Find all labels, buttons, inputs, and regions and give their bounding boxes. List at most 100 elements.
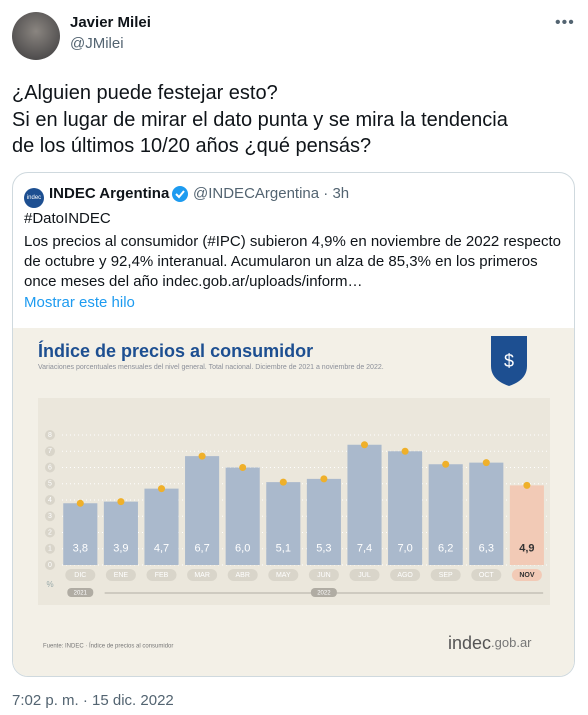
- chart-subtitle: Variaciones porcentuales mensuales del n…: [38, 364, 384, 371]
- source: Fuente: INDEC · Índice de precios al con…: [43, 643, 173, 650]
- y-tick-bg: [45, 511, 55, 522]
- y-tick-label: 3: [48, 513, 52, 520]
- y-tick-label: 5: [48, 481, 52, 488]
- x-tick-label: JUN: [317, 572, 331, 579]
- bar: [103, 501, 138, 565]
- y-tick-label: 6: [48, 464, 52, 471]
- bar: [509, 485, 544, 565]
- y-tick-bg: [45, 543, 55, 554]
- shield-symbol: $: [504, 351, 514, 371]
- x-tick-label: JUL: [358, 572, 371, 579]
- author-name[interactable]: Javier Milei: [70, 14, 151, 31]
- year-label: 2021: [74, 591, 88, 597]
- bar-marker: [279, 478, 287, 486]
- chart-image: $ Índice de precios al consumidor Variac…: [13, 328, 574, 676]
- y-tick-label: 0: [48, 562, 52, 569]
- x-tick-label: ABR: [235, 572, 249, 579]
- bar-marker: [523, 481, 531, 489]
- brand-name: indec: [448, 633, 491, 653]
- quote-name[interactable]: INDEC Argentina: [49, 185, 170, 202]
- author-handle[interactable]: @JMilei: [70, 35, 124, 52]
- y-tick-label: 7: [48, 448, 52, 455]
- x-tick-label: DIC: [74, 572, 86, 579]
- x-tick-label: MAR: [194, 572, 210, 579]
- y-tick-bg: [45, 446, 55, 457]
- value-label: 5,1: [276, 543, 291, 555]
- quote-card[interactable]: indec INDEC Argentina @INDECArgentina · …: [12, 172, 575, 677]
- y-tick-label: 2: [48, 529, 52, 536]
- bar: [306, 478, 341, 565]
- quote-line: Los precios al consumidor (#IPC) subiero…: [24, 233, 561, 250]
- bar: [428, 464, 463, 565]
- category-pill: [65, 569, 96, 581]
- bar: [469, 462, 504, 565]
- value-label: 5,3: [316, 543, 331, 555]
- y-tick-bg: [45, 560, 55, 570]
- x-tick-label: NOV: [519, 572, 535, 579]
- category-pill: [511, 569, 542, 581]
- category-pill: [430, 569, 461, 581]
- bar: [347, 444, 382, 565]
- quote-hashtag[interactable]: #DatoINDEC: [24, 210, 111, 227]
- category-pill: [471, 569, 502, 581]
- category-pill: [308, 569, 339, 581]
- verified-badge: [172, 186, 188, 202]
- year-pill: [67, 588, 94, 597]
- tweet-text: ¿Alguien puede festejar esto? Si en luga…: [12, 80, 508, 160]
- category-pill: [105, 569, 136, 581]
- x-tick-label: SEP: [439, 572, 453, 579]
- category-pill: [187, 569, 218, 581]
- more-icon[interactable]: •••: [555, 14, 575, 31]
- bar-marker: [76, 499, 84, 507]
- brand: indec.gob.ar: [448, 633, 532, 653]
- quote-line: de octubre y 92,4% interanual. Acumularo…: [24, 253, 538, 270]
- category-pill: [268, 569, 299, 581]
- value-label: 3,9: [113, 543, 128, 555]
- category-pill: [227, 569, 258, 581]
- avatar[interactable]: [12, 12, 60, 60]
- shield-icon: [491, 336, 527, 386]
- bar-marker: [117, 498, 125, 506]
- timestamp[interactable]: 7:02 p. m. · 15 dic. 2022: [12, 692, 174, 709]
- value-label: 6,0: [235, 543, 250, 555]
- category-pill: [349, 569, 380, 581]
- bar-marker: [361, 441, 368, 449]
- y-tick-label: 4: [48, 497, 52, 504]
- year-pill: [310, 588, 337, 597]
- bar: [388, 451, 423, 565]
- y-tick-bg: [45, 527, 55, 538]
- x-tick-label: OCT: [479, 572, 495, 579]
- bar-marker: [401, 447, 409, 455]
- value-label: 6,2: [438, 543, 453, 555]
- bar: [63, 503, 98, 565]
- y-tick-label: 8: [48, 432, 52, 439]
- tweet-line: ¿Alguien puede festejar esto?: [12, 82, 278, 104]
- x-tick-label: ENE: [114, 572, 129, 579]
- value-label: 3,8: [73, 543, 88, 555]
- bar-marker: [158, 485, 165, 493]
- y-tick-bg: [45, 478, 55, 489]
- bar-marker: [198, 452, 206, 460]
- bar: [185, 456, 220, 565]
- value-label: 6,3: [479, 543, 494, 555]
- quote-meta: @INDECArgentina · 3h: [193, 185, 350, 202]
- brand-suffix: .gob.ar: [491, 635, 532, 650]
- value-label: 7,4: [357, 543, 372, 555]
- bar-marker: [239, 464, 247, 471]
- tweet-line: de los últimos 10/20 años ¿qué pensás?: [12, 135, 372, 157]
- value-label: 4,7: [154, 543, 169, 555]
- y-tick-bg: [45, 462, 55, 473]
- x-tick-label: FEB: [155, 572, 169, 579]
- bar: [266, 482, 301, 565]
- quote-line: once meses del año indec.gob.ar/uploads/…: [24, 273, 363, 290]
- show-thread[interactable]: Mostrar este hilo: [24, 294, 135, 311]
- x-tick-label: AGO: [397, 572, 413, 579]
- bar: [144, 488, 179, 565]
- bar-marker: [442, 460, 450, 468]
- y-tick-label: 1: [48, 546, 52, 553]
- quote-avatar: indec: [24, 188, 44, 208]
- bar-marker: [320, 475, 328, 483]
- year-label: 2022: [317, 591, 331, 597]
- x-tick-label: MAY: [276, 572, 291, 579]
